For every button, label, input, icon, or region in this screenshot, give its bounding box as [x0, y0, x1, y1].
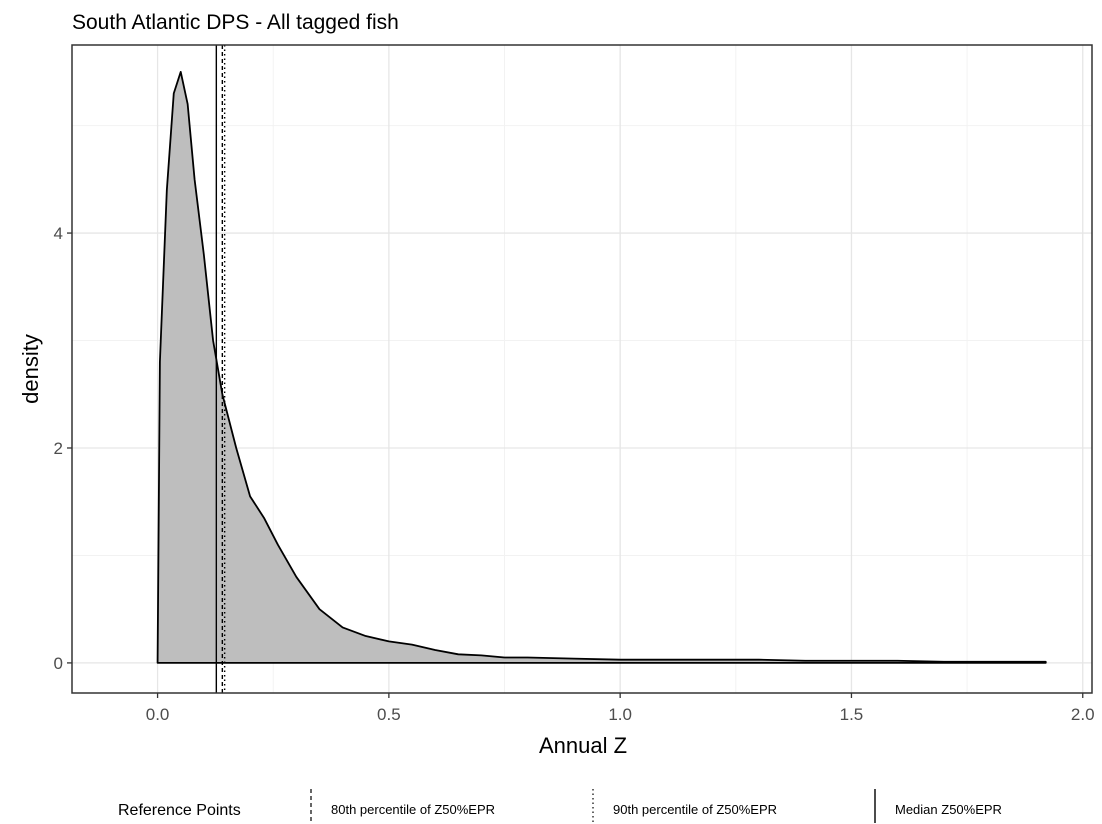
x-tick-label: 2.0 [1071, 705, 1095, 724]
x-tick-label: 1.0 [608, 705, 632, 724]
y-axis: 0 2 4 [54, 224, 72, 673]
x-tick-label: 0.0 [146, 705, 170, 724]
panel-border [71, 44, 1093, 694]
y-tick-label: 4 [54, 224, 63, 243]
y-tick-label: 2 [54, 439, 63, 458]
x-axis: 0.0 0.5 1.0 1.5 2.0 [146, 693, 1095, 724]
x-tick-label: 0.5 [377, 705, 401, 724]
y-tick-label: 0 [54, 654, 63, 673]
legend-label-90th-percentile: 90th percentile of Z50%EPR [613, 802, 777, 817]
density-curve [156, 70, 1047, 664]
legend: Reference Points 80th percentile of Z50%… [118, 789, 1002, 823]
legend-label-median: Median Z50%EPR [895, 802, 1002, 817]
y-axis-label: density [18, 334, 43, 404]
legend-title: Reference Points [118, 802, 241, 819]
reference-lines [215, 45, 226, 693]
x-axis-label: Annual Z [539, 733, 627, 758]
x-tick-label: 1.5 [840, 705, 864, 724]
density-area [157, 71, 1046, 663]
legend-label-80th-percentile: 80th percentile of Z50%EPR [331, 802, 495, 817]
chart-title: South Atlantic DPS - All tagged fish [72, 11, 399, 34]
